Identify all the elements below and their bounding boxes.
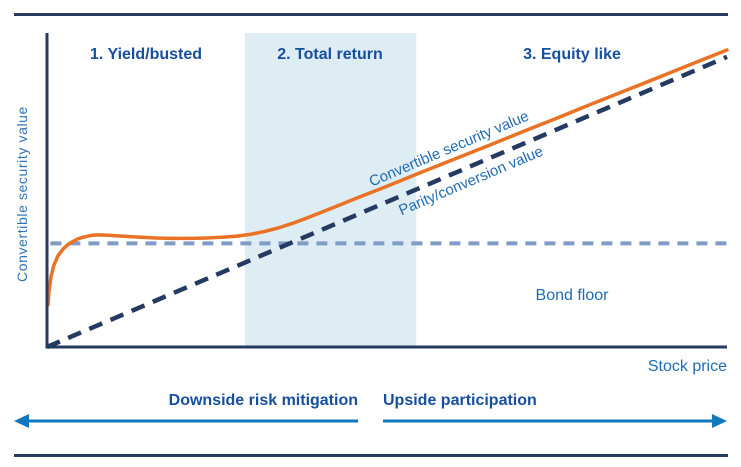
right-arrow-icon	[383, 414, 727, 428]
series-parity-conversion-value	[46, 54, 728, 350]
left-arrow-icon	[14, 414, 358, 428]
series-convertible-security-value	[46, 48, 729, 307]
region-label-total-return: 2. Total return	[277, 46, 383, 63]
region-label-yield-busted: 1. Yield/busted	[89, 46, 203, 63]
shaded-region	[244, 33, 417, 347]
x-axis-label: Stock price	[647, 358, 727, 375]
y-axis-label: Convertible security value	[14, 106, 30, 282]
downside-risk-label: Downside risk mitigation	[168, 392, 358, 409]
region-label-equity-like: 3. Equity like	[523, 46, 621, 63]
top-divider	[14, 13, 728, 16]
bottom-divider	[14, 454, 728, 457]
upside-participation-label: Upside participation	[383, 392, 537, 409]
axes	[45, 33, 727, 349]
bond-floor-label: Bond floor	[535, 287, 609, 304]
